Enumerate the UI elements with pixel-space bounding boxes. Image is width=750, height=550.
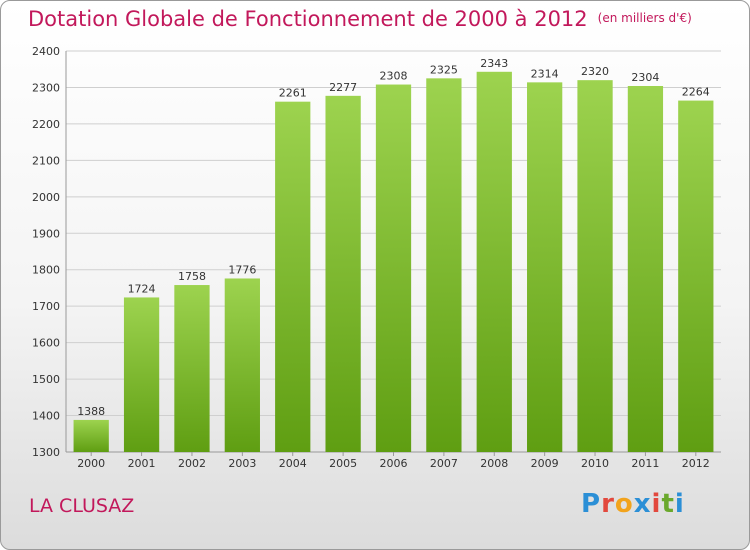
data-label: 2320 (581, 65, 609, 78)
x-tick-label: 2000 (77, 457, 105, 470)
y-tick-label: 1800 (32, 264, 60, 277)
data-label: 2314 (531, 67, 559, 80)
y-tick-label: 1700 (32, 300, 60, 313)
data-label: 2261 (279, 87, 307, 100)
logo-letter: P (581, 489, 602, 519)
logo-letter: o (614, 489, 634, 519)
x-tick-label: 2005 (329, 457, 357, 470)
data-labels: 1388 1724 1758 1776 2261 2277 2308 2325 2343 2314… (77, 57, 710, 418)
x-tick-label: 2002 (178, 457, 206, 470)
x-tick-label: 2010 (581, 457, 609, 470)
data-label: 1758 (178, 270, 206, 283)
data-label: 1388 (77, 405, 105, 418)
bar-2002 (174, 285, 210, 452)
logo-letter: x (633, 489, 652, 519)
x-tick-label: 2008 (480, 457, 508, 470)
logo-letter: t (661, 489, 675, 519)
bar-2012 (678, 100, 714, 452)
bar-2010 (577, 80, 613, 452)
bar-2009 (527, 82, 563, 453)
logo-letter: i (674, 489, 685, 519)
y-tick-label: 1500 (32, 373, 60, 386)
chart-title-text: Dotation Globale de Fonctionnement de 20… (28, 7, 588, 31)
y-tick-label: 1900 (32, 227, 60, 240)
data-label: 2325 (430, 63, 458, 76)
logo-letter: r (601, 489, 615, 519)
bar-2008 (476, 71, 512, 453)
y-tick-label: 2300 (32, 81, 60, 94)
x-tick-label: 2003 (228, 457, 256, 470)
y-tick-label: 2000 (32, 191, 60, 204)
x-tick-label: 2009 (531, 457, 559, 470)
x-tick-label: 2011 (631, 457, 659, 470)
chart-title: Dotation Globale de Fonctionnement de 20… (28, 7, 692, 31)
data-label: 2308 (380, 70, 408, 83)
logo-letter: i (651, 489, 662, 519)
bar-2001 (123, 297, 160, 452)
bar-2011 (627, 85, 664, 452)
commune-name: LA CLUSAZ (29, 495, 135, 517)
bar-2007 (426, 78, 462, 452)
data-label: 2264 (682, 86, 710, 99)
x-tick-label: 2012 (682, 457, 710, 470)
bar-2005 (325, 95, 361, 453)
y-tick-label: 1600 (32, 337, 60, 350)
x-tick-label: 2004 (279, 457, 307, 470)
bar-2000 (73, 419, 109, 452)
bar-2006 (375, 84, 412, 453)
data-label: 1776 (228, 263, 256, 276)
x-tick-label: 2001 (128, 457, 156, 470)
y-tick-label: 1300 (32, 446, 60, 459)
bar-2003 (224, 278, 260, 452)
data-label: 2277 (329, 81, 357, 94)
unit-note: (en milliers d'€) (597, 11, 692, 25)
x-tick-label: 2007 (430, 457, 458, 470)
bars (73, 71, 714, 453)
proxiti-logo[interactable]: Proxiti (581, 489, 685, 519)
data-label: 2304 (631, 71, 659, 84)
x-tick-label: 2006 (380, 457, 408, 470)
y-tick-label: 1400 (32, 410, 60, 423)
y-tick-label: 2400 (32, 45, 60, 58)
y-tick-label: 2200 (32, 118, 60, 131)
data-label: 2343 (480, 57, 508, 70)
bar-2004 (275, 101, 311, 453)
data-label: 1724 (128, 282, 156, 295)
y-tick-label: 2100 (32, 154, 60, 167)
